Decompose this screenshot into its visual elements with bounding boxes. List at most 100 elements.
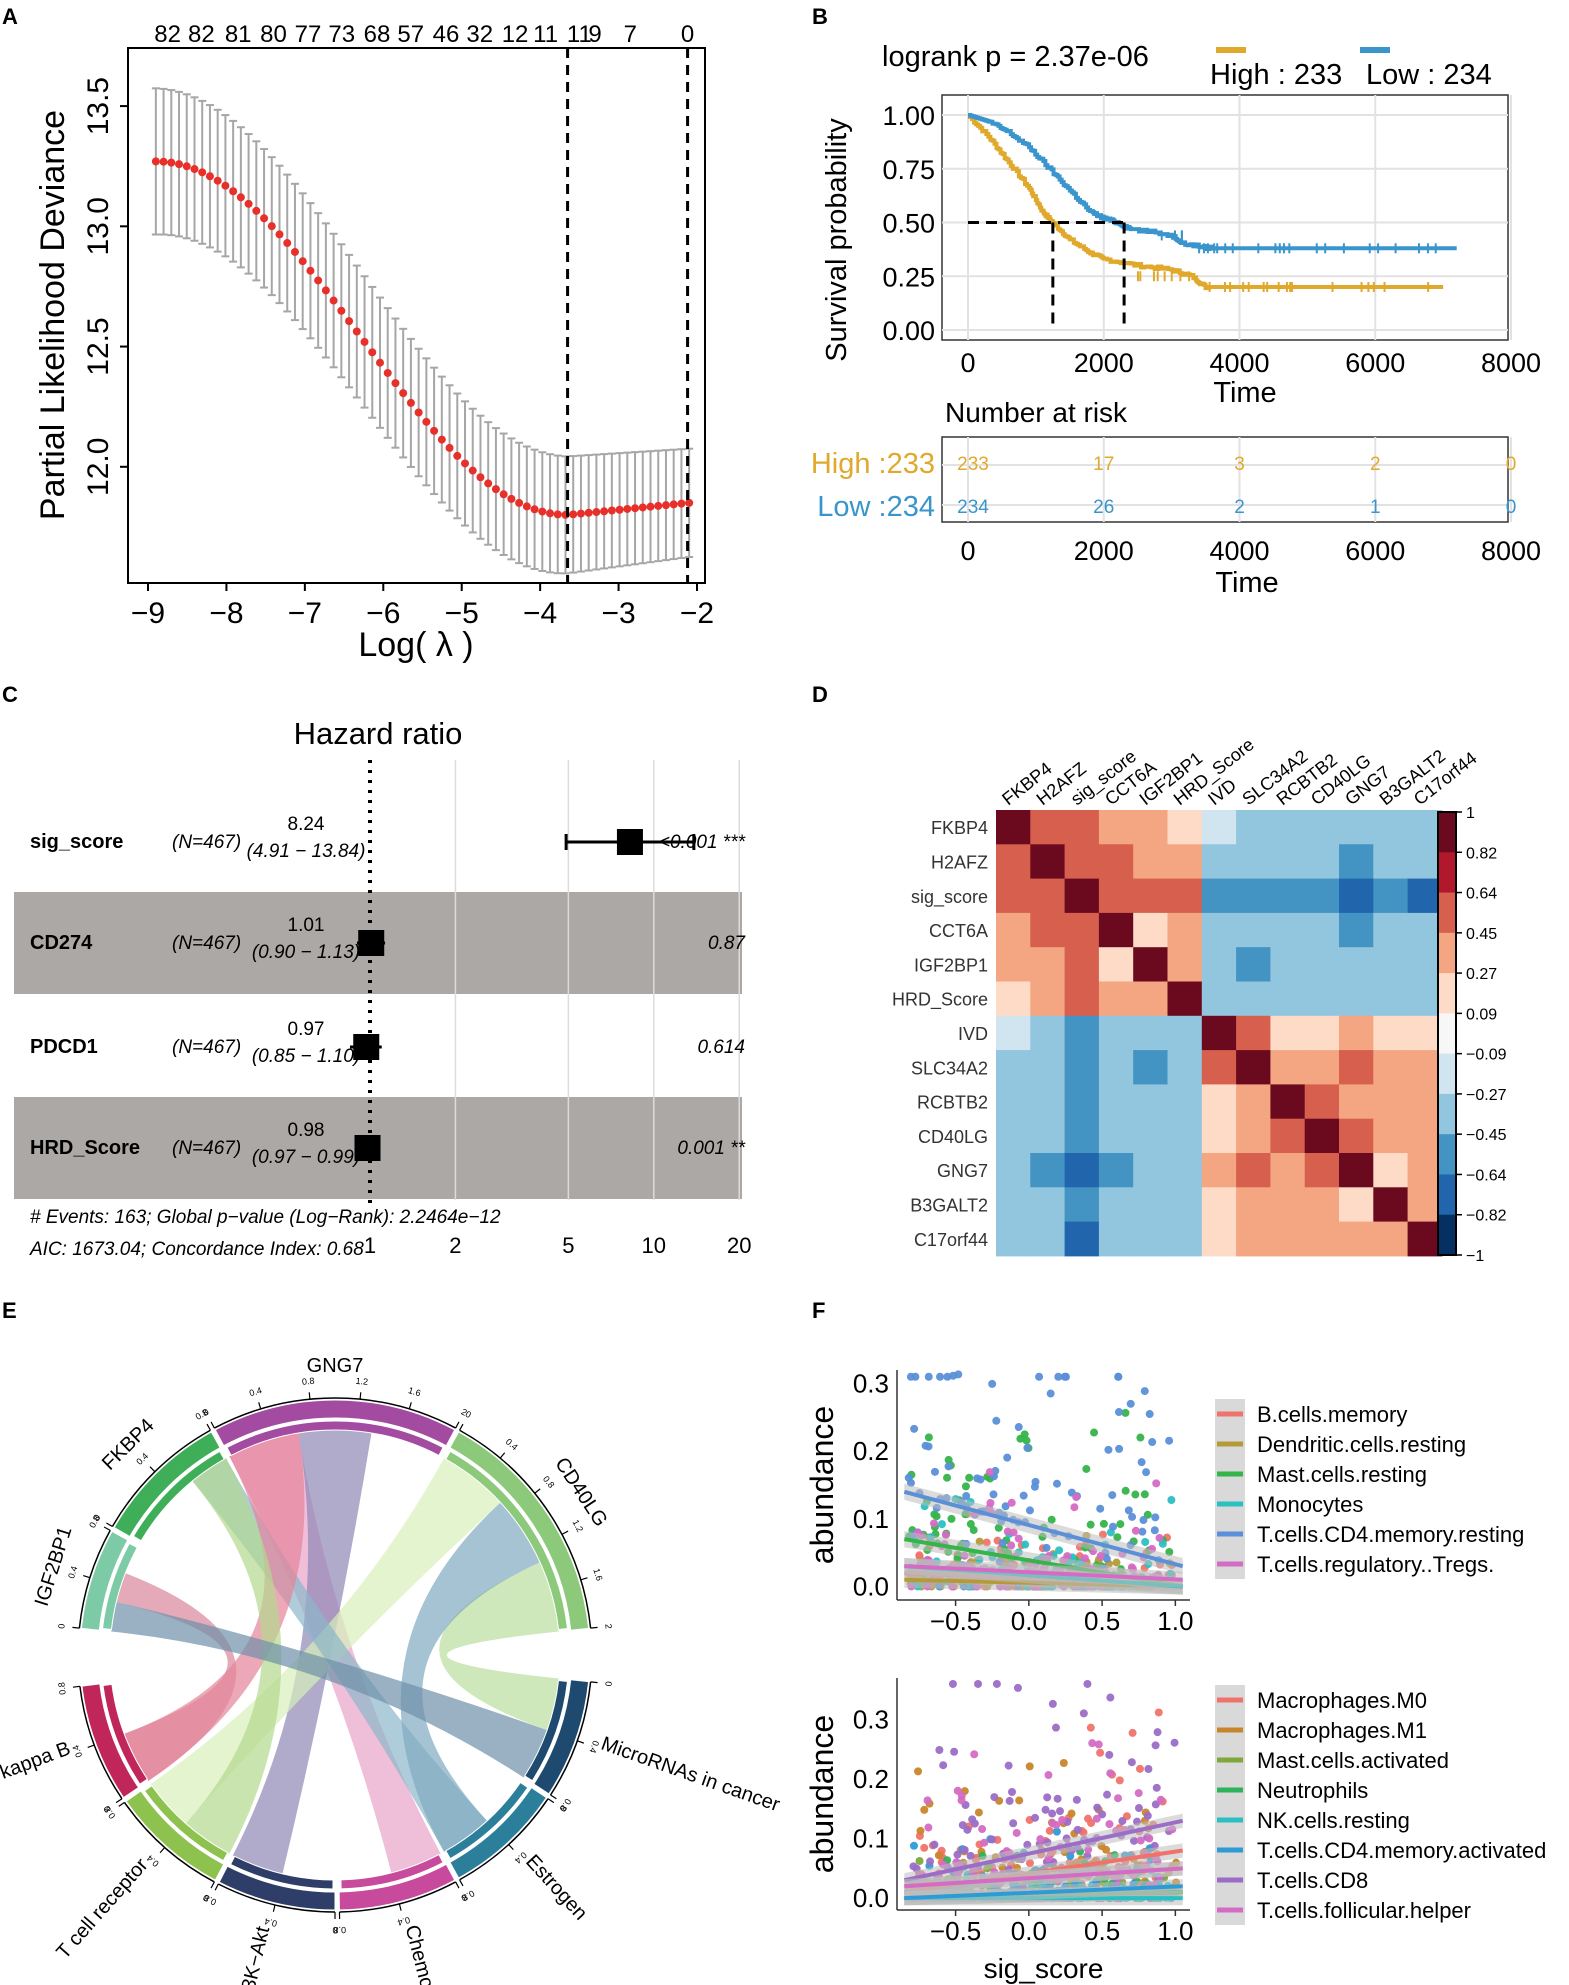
heatmap-cell <box>1236 1118 1271 1154</box>
axis-tick <box>258 1402 262 1410</box>
y-tick-label: 13.5 <box>82 77 115 135</box>
colorbar-tick-label: 1 <box>1466 805 1475 822</box>
scatter-point <box>988 1379 997 1388</box>
axis-tick-label: 0 <box>201 1892 210 1903</box>
deviance-point <box>236 193 245 202</box>
variable-name: PDCD1 <box>30 1036 98 1058</box>
axis-tick <box>106 1522 113 1528</box>
top-tick-label: 11 <box>533 21 558 48</box>
variable-name: sig_score <box>30 831 123 853</box>
deviance-point <box>345 317 354 326</box>
risk-x-tick-label: 8000 <box>1481 536 1541 566</box>
scatter-point <box>920 1805 929 1814</box>
scatter-point <box>916 1826 925 1835</box>
scatter-point <box>1170 1738 1179 1747</box>
x-tick-label: 0.5 <box>1084 1916 1120 1946</box>
deviance-point <box>391 379 400 388</box>
heatmap-cell <box>1236 1015 1271 1051</box>
scatter-point <box>1007 1498 1016 1507</box>
scatter-point <box>1126 1399 1135 1408</box>
deviance-point <box>631 504 640 513</box>
risk-count: 17 <box>1093 454 1114 475</box>
heatmap-cell <box>1339 912 1374 948</box>
axis-tick-label: 1.6 <box>591 1567 604 1582</box>
risk-count: 2 <box>1234 497 1245 518</box>
scatter-point <box>930 1510 939 1519</box>
risk-x-tick-label: 2000 <box>1074 536 1134 566</box>
panel-letter-f: F <box>812 1298 825 1323</box>
heatmap-cell <box>1373 981 1409 1017</box>
sector-label: PI3K−Akt <box>233 1924 274 1985</box>
heatmap-cell <box>1407 878 1443 914</box>
scatter-point <box>1128 1728 1137 1737</box>
axis-tick <box>72 1626 80 1629</box>
hr-value: 0.98 <box>288 1120 325 1141</box>
top-tick-label: 0 <box>681 21 694 48</box>
scatter-point <box>950 1747 959 1756</box>
colorbar-segment <box>1438 1013 1456 1055</box>
scatter-point <box>978 1825 987 1834</box>
heatmap-cell <box>1407 1221 1443 1257</box>
scatter-point <box>1094 1740 1103 1749</box>
scatter-point <box>1124 1506 1133 1515</box>
scatter-point <box>1145 1834 1154 1843</box>
axis-tick <box>115 1798 123 1804</box>
chord-ribbon <box>400 1502 541 1852</box>
heatmap-cell <box>1133 1118 1168 1154</box>
scatter-point <box>1052 1820 1061 1829</box>
sector-label: T cell receptor <box>52 1854 152 1963</box>
scatter-point <box>909 1862 918 1871</box>
x-tick-label: −7 <box>288 597 322 630</box>
heatmap-cell <box>1236 947 1271 982</box>
scatter-point <box>1025 1506 1034 1515</box>
scatter-point <box>1030 1482 1039 1491</box>
scatter-point <box>1141 1537 1150 1546</box>
scatter-point <box>1086 1520 1095 1529</box>
sector-outer <box>449 1431 590 1631</box>
heatmap-cell <box>996 947 1031 982</box>
heatmap-cell <box>1270 981 1306 1017</box>
scatter-point <box>1083 1679 1092 1688</box>
row-label: CCT6A <box>929 921 988 941</box>
sector-label: Chemokine <box>401 1923 448 1985</box>
top-tick-label: 32 <box>466 21 493 48</box>
axis-tick <box>590 1681 598 1684</box>
scatter-point <box>1112 1558 1121 1567</box>
axis-tick <box>210 1421 215 1429</box>
y-axis-label: abundance <box>804 1406 840 1564</box>
y-tick-label: 0.3 <box>853 1369 889 1399</box>
scatter-point <box>1115 1776 1124 1785</box>
scatter-point <box>1134 1804 1143 1813</box>
scatter-point <box>1005 1796 1014 1805</box>
x-tick-label: 2000 <box>1074 348 1134 378</box>
deviance-point <box>213 176 222 185</box>
colorbar-segment <box>1438 1214 1456 1256</box>
heatmap-cell <box>1133 981 1168 1017</box>
axis-tick-label: 0 <box>464 1409 473 1420</box>
deviance-point <box>661 501 670 510</box>
heatmap-cell <box>1407 912 1443 948</box>
scatter-point <box>1023 1443 1032 1452</box>
heatmap-cell <box>1339 1084 1374 1120</box>
forest-title: Hazard ratio <box>294 716 463 751</box>
regression-line <box>904 1564 1183 1582</box>
scatter-point <box>1096 1504 1105 1513</box>
scatter-point <box>1121 1486 1130 1495</box>
scatter-point <box>920 1843 929 1852</box>
scatter-point <box>989 1490 998 1499</box>
heatmap-cell <box>1270 810 1306 845</box>
scatter-point <box>1096 1748 1105 1757</box>
scatter-point <box>1036 1835 1045 1844</box>
deviance-point <box>205 172 214 181</box>
scatter-point <box>1145 1410 1154 1419</box>
heatmap-cell <box>1167 844 1203 880</box>
scatter-point <box>1156 1795 1165 1804</box>
scatter-point <box>953 1786 962 1795</box>
heatmap-cell <box>1201 1221 1237 1257</box>
heatmap-cell <box>1407 1118 1443 1154</box>
scatter-point <box>974 1679 983 1688</box>
legend-label: Macrophages.M1 <box>1257 1718 1427 1743</box>
heatmap-cell <box>1167 947 1203 982</box>
axis-tick-label: 0 <box>91 1513 102 1522</box>
top-tick-label: 82 <box>188 21 215 48</box>
